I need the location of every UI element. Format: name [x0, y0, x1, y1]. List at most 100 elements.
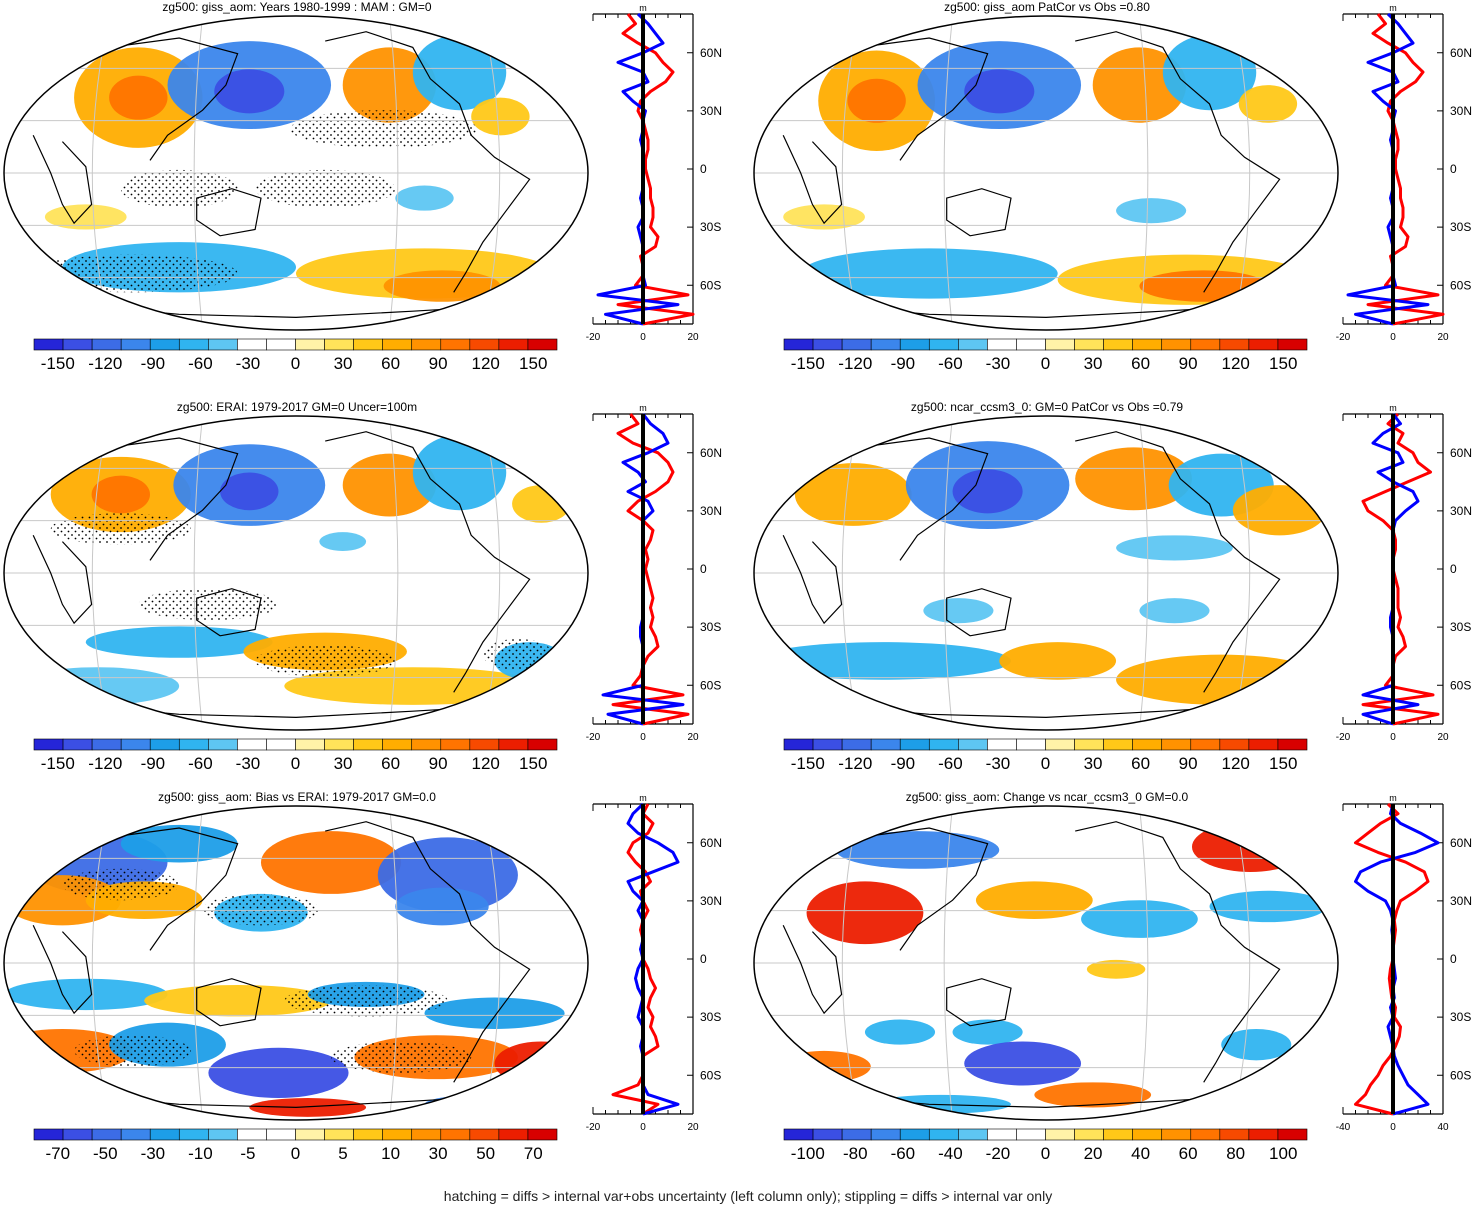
panel-title: zg500: giss_aom: Bias vs ERAI: 1979-2017…: [158, 790, 436, 804]
colorbar-swatch: [870, 338, 901, 351]
panel: zg500: giss_aom PatCor vs Obs =0.80-150-…: [753, 0, 1472, 373]
colorbar-tick-label: 40: [1131, 1144, 1150, 1163]
meridian-line: [388, 16, 399, 330]
colorbar-tick-label: -120: [838, 354, 872, 373]
colorbar-swatch: [958, 738, 988, 751]
zonal-unit-label: m: [1389, 793, 1397, 803]
colorbar-tick-label: -30: [141, 1144, 166, 1163]
colorbar-tick-label: 30: [334, 754, 353, 773]
colorbar-swatch: [1248, 338, 1279, 351]
zonal-lat-label: 60N: [700, 446, 722, 460]
stippling-region: [74, 1035, 191, 1067]
contour-region: [923, 598, 994, 624]
colorbar-tick-label: 30: [429, 1144, 448, 1163]
colorbar-swatch: [382, 1128, 413, 1141]
zonal-x-tick-label: -20: [1336, 732, 1351, 743]
colorbar-swatch: [841, 338, 872, 351]
colorbar-swatch: [958, 338, 988, 351]
contour-region: [1221, 1028, 1292, 1061]
colorbar-tick-label: 0: [1041, 754, 1050, 773]
zonal-lat-label: 30S: [700, 1010, 721, 1024]
colorbar-tick-label: 50: [476, 1144, 495, 1163]
colorbar-swatch: [324, 1128, 354, 1141]
colorbar-swatch: [841, 738, 872, 751]
meridian-line: [388, 416, 399, 730]
coastline: [1075, 31, 1281, 293]
colorbar-swatch: [498, 738, 529, 751]
map-field: [754, 16, 1338, 330]
contour-region: [1092, 47, 1187, 123]
zonal-lat-label: 30N: [1450, 504, 1472, 518]
colorbar-swatch: [237, 338, 267, 351]
colorbar-swatch: [266, 738, 296, 751]
coastline: [782, 135, 843, 225]
zonal-lat-label: 60S: [1450, 278, 1471, 292]
stippling-region: [62, 868, 180, 901]
colorbar-swatch: [812, 738, 843, 751]
colorbar-tick-label: -30: [236, 354, 261, 373]
coastline: [325, 431, 531, 693]
zonal-x-tick-label: 0: [640, 732, 646, 743]
map-border: [753, 15, 1339, 331]
zonal-lat-label: 30N: [1450, 894, 1472, 908]
colorbar-swatch: [62, 338, 93, 351]
zonal-lat-label: 60S: [700, 1068, 721, 1082]
panel-title: zg500: giss_aom: Change vs ncar_ccsm3_0 …: [906, 790, 1189, 804]
colorbar-swatch: [295, 338, 325, 351]
colorbar-tick-label: -90: [891, 354, 916, 373]
contour-region: [1238, 85, 1298, 123]
colorbar-swatch: [812, 1128, 843, 1141]
colorbar-swatch: [1016, 338, 1046, 351]
zonal-series-blue: [1354, 803, 1440, 1116]
zonal-unit-label: m: [1389, 3, 1397, 13]
stippling-region: [50, 513, 191, 545]
colorbar-swatch: [1248, 1128, 1279, 1141]
map-field: [4, 806, 588, 1120]
colorbar-tick-label: -60: [188, 754, 213, 773]
colorbar-tick-label: 90: [1179, 354, 1198, 373]
coastline: [196, 978, 262, 1027]
colorbar-swatch: [1016, 738, 1046, 751]
colorbar-swatch: [382, 338, 413, 351]
colorbar-tick-label: -30: [986, 354, 1011, 373]
zonal-lat-label: 60N: [700, 836, 722, 850]
contour-region: [471, 97, 530, 136]
panel: zg500: giss_aom: Years 1980-1999 : MAM :…: [3, 0, 722, 373]
map-border: [3, 415, 589, 731]
stippling-region: [331, 1041, 472, 1073]
meridian-line: [1232, 416, 1251, 730]
zonal-x-tick-label: 20: [1437, 332, 1449, 343]
colorbar-swatch: [928, 338, 959, 351]
contour-region: [847, 78, 906, 123]
panel: zg500: giss_aom: Bias vs ERAI: 1979-2017…: [3, 790, 722, 1163]
colorbar-tick-label: -150: [791, 754, 825, 773]
colorbar-tick-label: 120: [471, 754, 499, 773]
colorbar-swatch: [1132, 338, 1163, 351]
panel: zg500: ERAI: 1979-2017 GM=0 Uncer=100m -1…: [3, 400, 722, 773]
zonal-lat-label: 60S: [700, 678, 721, 692]
colorbar-swatch: [1045, 1128, 1075, 1141]
zonal-mean-plot: m -20 0 20 60N 30N 0 30S 60S: [586, 403, 722, 743]
colorbar-swatch: [987, 1128, 1017, 1141]
contour-region: [1116, 198, 1187, 224]
zonal-x-tick-label: 0: [640, 332, 646, 343]
colorbar-tick-label: -90: [141, 754, 166, 773]
contour-region: [412, 434, 507, 511]
zonal-lat-label: 30S: [1450, 620, 1471, 634]
contour-region: [806, 881, 924, 945]
colorbar-swatch: [411, 738, 442, 751]
meridian-line: [193, 806, 204, 1120]
colorbar-swatch: [1248, 738, 1279, 751]
zonal-series-red: [616, 13, 695, 326]
contour-region: [109, 75, 168, 120]
zonal-x-tick-label: 40: [1437, 1122, 1449, 1133]
contour-region: [964, 1041, 1082, 1086]
zonal-x-tick-label: 0: [1390, 332, 1396, 343]
colorbar-swatch: [33, 738, 64, 751]
colorbar-tick-label: 0: [291, 754, 300, 773]
colorbar-swatch: [1277, 338, 1308, 351]
meridian-line: [943, 416, 954, 730]
zonal-mean-plot: m -20 0 20 60N 30N 0 30S 60S: [1336, 403, 1472, 743]
contour-region: [144, 984, 332, 1017]
